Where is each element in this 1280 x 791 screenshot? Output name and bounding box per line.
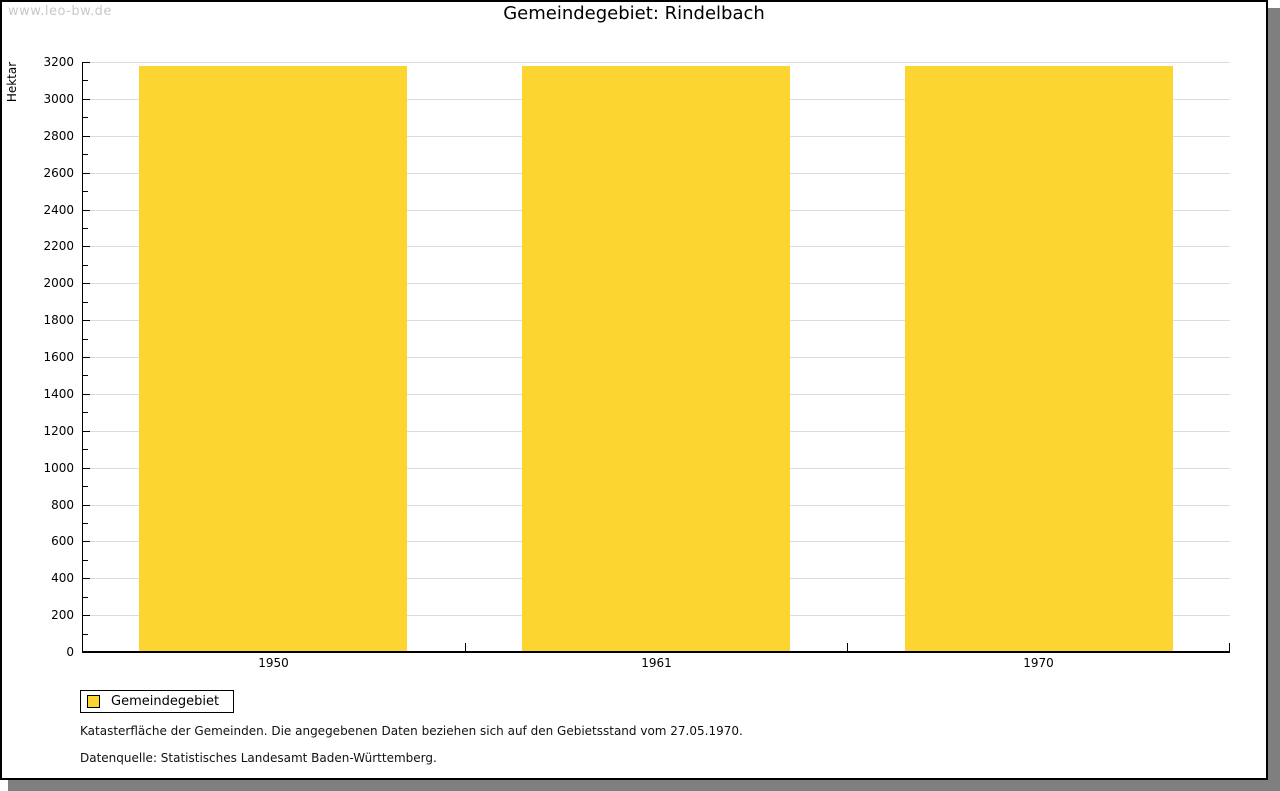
x-tick-label: 1970 bbox=[1023, 656, 1054, 670]
y-minor-tick bbox=[83, 375, 88, 376]
footnote-line1: Katasterfläche der Gemeinden. Die angege… bbox=[80, 724, 743, 738]
y-major-tick bbox=[83, 357, 90, 358]
y-minor-tick bbox=[83, 523, 88, 524]
y-tick-label: 2400 bbox=[43, 203, 74, 217]
y-minor-tick bbox=[83, 339, 88, 340]
y-tick-label: 600 bbox=[51, 534, 74, 548]
watermark: www.leo-bw.de bbox=[8, 4, 112, 19]
bar-1961 bbox=[522, 66, 790, 651]
y-tick-label: 1200 bbox=[43, 424, 74, 438]
x-tick-label: 1950 bbox=[258, 656, 289, 670]
y-major-tick bbox=[83, 394, 90, 395]
y-minor-tick bbox=[83, 265, 88, 266]
bar-1970 bbox=[905, 66, 1173, 651]
y-minor-tick bbox=[83, 560, 88, 561]
y-major-tick bbox=[83, 431, 90, 432]
y-tick-label: 2200 bbox=[43, 239, 74, 253]
y-tick-label: 2800 bbox=[43, 129, 74, 143]
y-minor-tick bbox=[83, 486, 88, 487]
legend: Gemeindegebiet bbox=[80, 690, 235, 713]
y-major-tick bbox=[83, 505, 90, 506]
y-major-tick bbox=[83, 173, 90, 174]
y-major-tick bbox=[83, 62, 90, 63]
y-tick-label: 0 bbox=[66, 645, 74, 659]
y-major-tick bbox=[83, 578, 90, 579]
y-tick-label: 1800 bbox=[43, 313, 74, 327]
y-minor-tick bbox=[83, 228, 88, 229]
bar-1950 bbox=[139, 66, 407, 651]
y-major-tick bbox=[83, 283, 90, 284]
x-category-boundary-tick bbox=[465, 643, 466, 651]
chart-title: Gemeindegebiet: Rindelbach bbox=[503, 3, 765, 24]
y-major-tick bbox=[83, 99, 90, 100]
x-axis-line bbox=[82, 651, 1230, 653]
x-axis-end-tick bbox=[1229, 643, 1230, 651]
y-major-tick bbox=[83, 615, 90, 616]
y-minor-tick bbox=[83, 191, 88, 192]
y-gridline bbox=[83, 62, 1230, 63]
y-major-tick bbox=[83, 210, 90, 211]
y-minor-tick bbox=[83, 597, 88, 598]
y-tick-label: 1000 bbox=[43, 461, 74, 475]
y-tick-label: 1400 bbox=[43, 387, 74, 401]
y-tick-label: 1600 bbox=[43, 350, 74, 364]
y-minor-tick bbox=[83, 449, 88, 450]
y-tick-label: 400 bbox=[51, 571, 74, 585]
y-tick-label: 2000 bbox=[43, 276, 74, 290]
x-category-boundary-tick bbox=[847, 643, 848, 651]
frame-shadow-bottom bbox=[8, 780, 1268, 791]
y-major-tick bbox=[83, 136, 90, 137]
frame-shadow-right bbox=[1268, 8, 1280, 791]
y-major-tick bbox=[83, 468, 90, 469]
legend-swatch bbox=[87, 695, 100, 708]
y-minor-tick bbox=[83, 117, 88, 118]
legend-label: Gemeindegebiet bbox=[111, 694, 220, 709]
x-tick-label: 1961 bbox=[641, 656, 672, 670]
y-tick-label: 3200 bbox=[43, 55, 74, 69]
y-minor-tick bbox=[83, 634, 88, 635]
y-minor-tick bbox=[83, 80, 88, 81]
y-tick-label: 2600 bbox=[43, 166, 74, 180]
footnote-line2: Datenquelle: Statistisches Landesamt Bad… bbox=[80, 751, 437, 765]
y-tick-label: 800 bbox=[51, 498, 74, 512]
y-tick-label: 200 bbox=[51, 608, 74, 622]
y-major-tick bbox=[83, 320, 90, 321]
y-minor-tick bbox=[83, 412, 88, 413]
y-axis-line bbox=[82, 62, 83, 652]
y-minor-tick bbox=[83, 302, 88, 303]
y-major-tick bbox=[83, 541, 90, 542]
y-minor-tick bbox=[83, 154, 88, 155]
y-major-tick bbox=[83, 246, 90, 247]
y-tick-label: 3000 bbox=[43, 92, 74, 106]
